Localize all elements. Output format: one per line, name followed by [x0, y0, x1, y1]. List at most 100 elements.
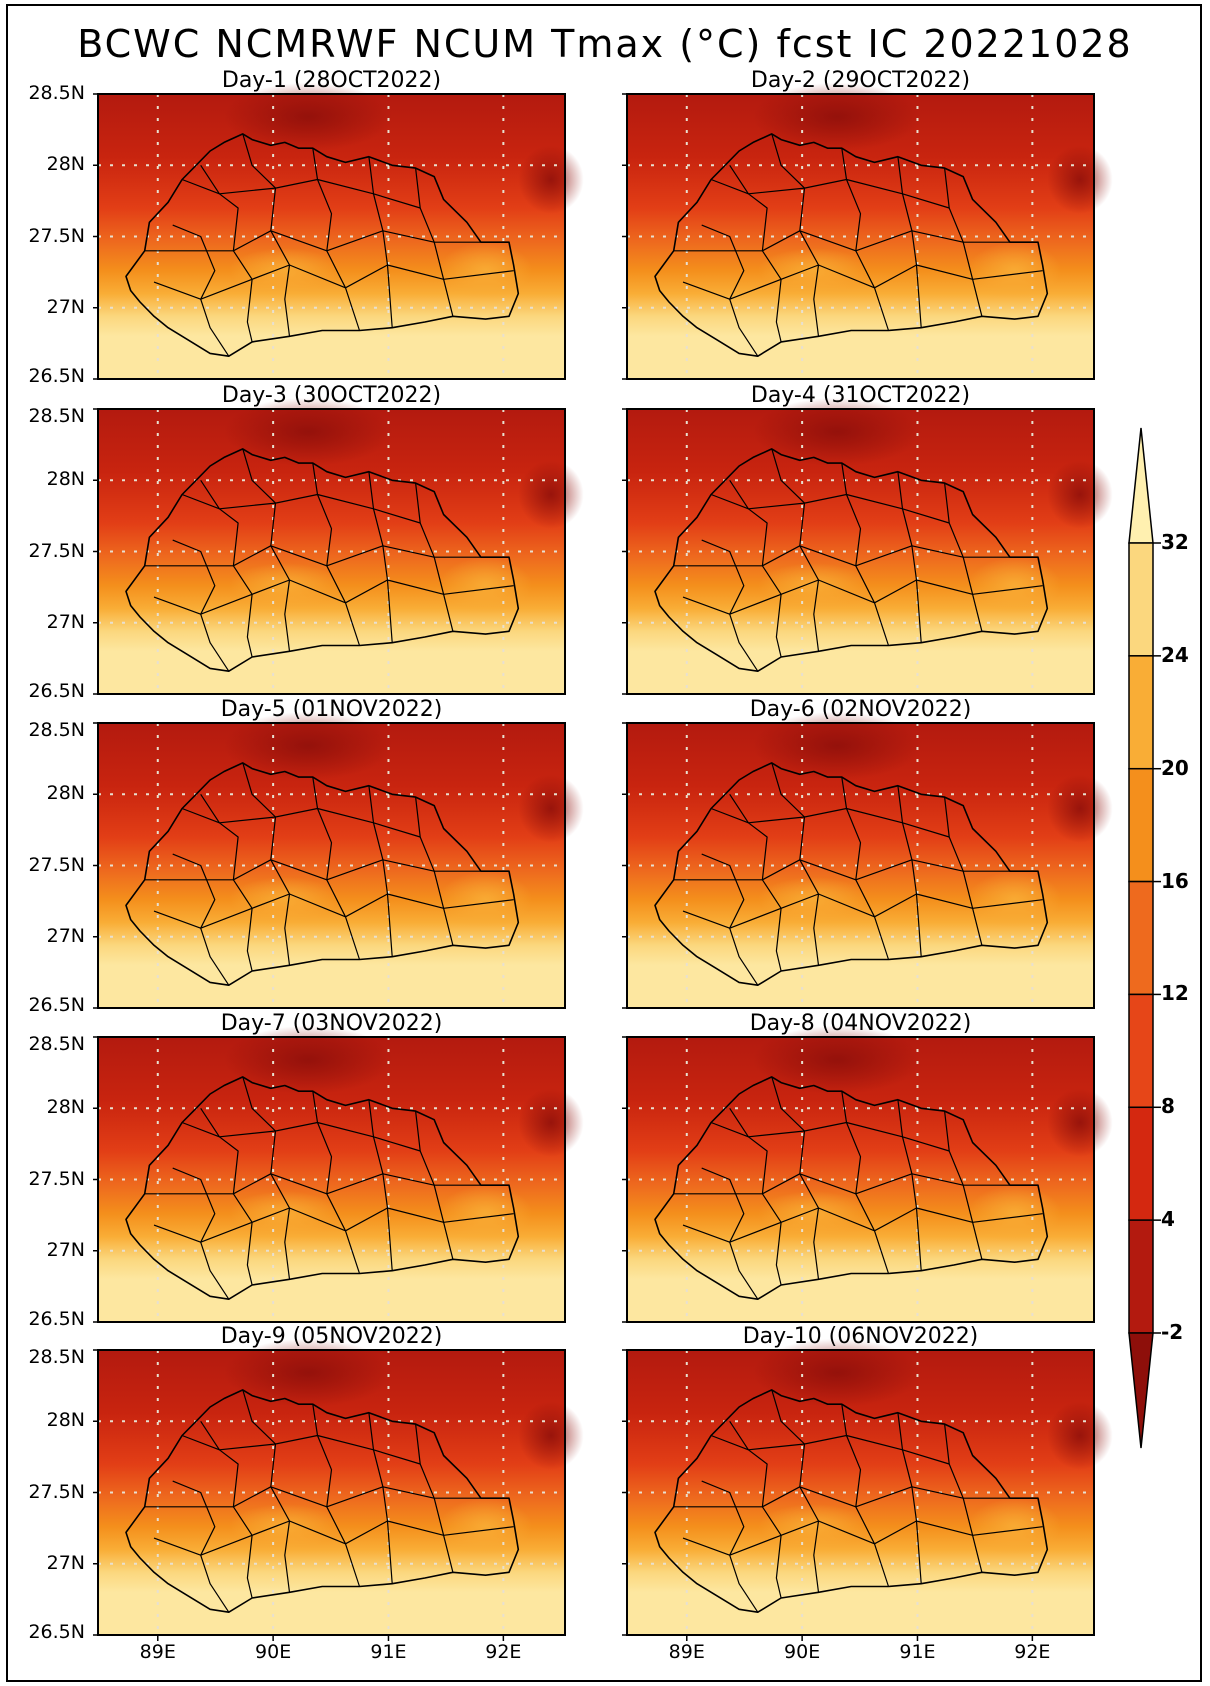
district-boundary	[144, 1486, 481, 1508]
district-boundary	[153, 893, 514, 929]
map-panel	[622, 397, 1113, 695]
lat-tick-label: 28.5N	[28, 82, 85, 104]
colorbar-segment	[1128, 655, 1154, 770]
warm-region	[757, 876, 870, 923]
lat-tick-label: 28.5N	[28, 719, 85, 741]
map-panel	[93, 82, 584, 380]
warm-region	[228, 1503, 341, 1550]
district-boundary	[673, 230, 1010, 252]
warm-region	[228, 562, 341, 609]
lat-tick-label: 28.5N	[28, 1033, 85, 1055]
district-boundary	[312, 1091, 361, 1274]
figure-title: BCWC NCMRWF NCUM Tmax (°C) fcst IC 20221…	[77, 22, 1133, 66]
warm-region	[967, 1185, 1062, 1243]
warm-region	[967, 557, 1062, 615]
lat-tick-label: 26.5N	[28, 994, 85, 1016]
colorbar-extend-min	[1128, 1332, 1154, 1449]
cold-region	[224, 1025, 393, 1095]
district-boundary	[153, 1207, 514, 1243]
map-panel	[93, 1025, 584, 1323]
lon-tick-label: 90E	[255, 1641, 292, 1663]
district-boundary	[673, 1486, 1010, 1508]
district-boundary	[841, 777, 890, 960]
colorbar	[1128, 427, 1161, 1449]
colorbar-label: 24	[1161, 642, 1189, 667]
cold-region	[753, 397, 922, 466]
cold-region	[1047, 145, 1113, 214]
warm-region	[757, 1190, 870, 1237]
lat-tick-label: 27.5N	[28, 853, 85, 876]
panel-title: Day-2 (29OCT2022)	[750, 68, 971, 93]
warm-region	[438, 242, 533, 300]
district-boundary	[144, 230, 481, 252]
district-boundary	[181, 1121, 421, 1152]
panel-title: Day-6 (02NOV2022)	[749, 697, 972, 722]
cold-region	[224, 82, 393, 151]
cold-region	[753, 1025, 922, 1095]
cold-region	[518, 1088, 584, 1157]
lat-tick-label: 28N	[46, 468, 85, 491]
district-boundary	[673, 545, 1010, 567]
colorbar-segment	[1128, 993, 1154, 1109]
lat-tick-label: 27.5N	[28, 224, 85, 247]
panel-title: Day-4 (31OCT2022)	[750, 383, 971, 408]
district-boundary	[701, 539, 759, 672]
cold-region	[1047, 1088, 1113, 1157]
district-boundary	[710, 807, 950, 838]
district-boundary	[682, 1207, 1043, 1243]
map-panel	[93, 397, 584, 695]
warm-region	[438, 1498, 533, 1556]
district-boundary	[181, 493, 421, 524]
lat-tick-label: 27N	[46, 1238, 85, 1261]
warm-region	[438, 871, 533, 929]
lat-tick-label: 28N	[46, 1409, 85, 1432]
district-boundary	[841, 148, 890, 331]
lon-tick-label: 91E	[899, 1641, 936, 1663]
lat-tick-label: 27.5N	[28, 1167, 85, 1190]
map-panel	[93, 711, 584, 1009]
lat-tick-label: 28N	[46, 153, 85, 176]
map-panel	[622, 711, 1113, 1009]
lat-tick-label: 27N	[46, 1551, 85, 1574]
panel-title: Day-3 (30OCT2022)	[221, 383, 442, 408]
district-boundary	[172, 853, 230, 986]
lon-tick-label: 92E	[1014, 1641, 1051, 1663]
district-boundary	[172, 224, 230, 357]
district-boundary	[841, 1404, 890, 1587]
map-panel	[93, 1338, 584, 1636]
cold-region	[753, 1338, 922, 1408]
map-panel	[622, 82, 1113, 380]
lat-tick-label: 26.5N	[28, 365, 85, 387]
district-boundary	[172, 1167, 230, 1300]
district-boundary	[701, 1167, 759, 1300]
colorbar-label: 4	[1161, 1207, 1175, 1232]
lon-tick-label: 89E	[668, 1641, 705, 1663]
panel-title: Day-9 (05NOV2022)	[220, 1324, 443, 1349]
colorbar-segment	[1128, 767, 1154, 883]
cold-region	[224, 711, 393, 780]
panel-title: Day-10 (06NOV2022)	[742, 1324, 979, 1349]
warm-region	[967, 1498, 1062, 1556]
warm-region	[967, 871, 1062, 929]
district-boundary	[144, 859, 481, 881]
district-boundary	[312, 463, 361, 646]
district-boundary	[172, 539, 230, 672]
district-boundary	[181, 807, 421, 838]
colorbar-label: 8	[1161, 1094, 1175, 1119]
district-boundary	[144, 545, 481, 567]
district-boundary	[682, 1520, 1043, 1556]
lat-tick-label: 27N	[46, 610, 85, 633]
lat-tick-label: 27.5N	[28, 1480, 85, 1503]
district-boundary	[682, 264, 1043, 300]
colorbar-segment	[1128, 542, 1154, 657]
warm-region	[757, 562, 870, 609]
colorbar-label: 32	[1161, 530, 1189, 554]
lon-tick-label: 92E	[485, 1641, 522, 1663]
warm-region	[438, 557, 533, 615]
district-boundary	[312, 148, 361, 331]
cold-region	[1047, 460, 1113, 529]
cold-region	[1047, 774, 1113, 843]
panel-title: Day-8 (04NOV2022)	[749, 1011, 972, 1036]
district-boundary	[701, 224, 759, 357]
